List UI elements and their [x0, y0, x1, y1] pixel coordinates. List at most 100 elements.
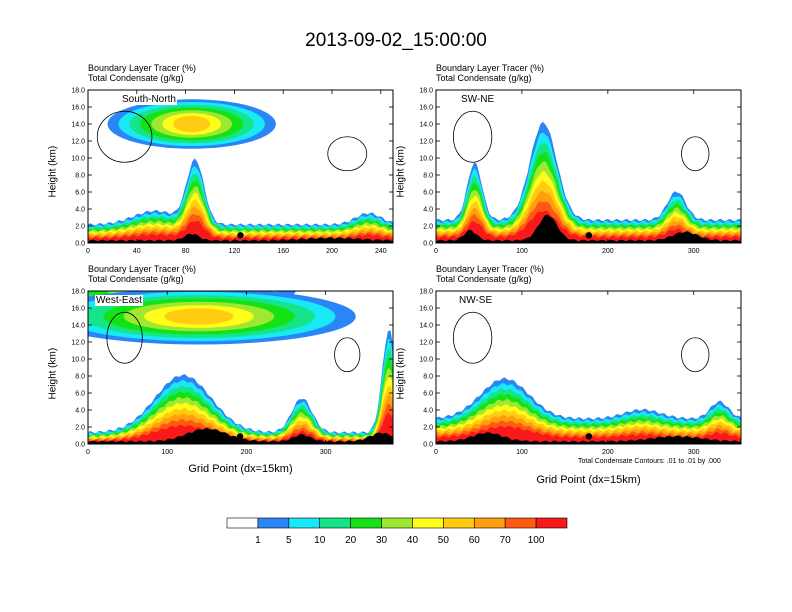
- ytick-label: 14.0: [71, 323, 85, 330]
- xtick-label: 200: [602, 449, 614, 456]
- panel1-chart: 0.0 2.0 4.0 6.0 8.0 10.0 12.0 14.0 16.0 18.0 0 40 80…: [71, 88, 394, 255]
- colorbar-box: [288, 517, 321, 529]
- xtick-label: 300: [320, 449, 332, 456]
- ytick-label: 10.0: [419, 156, 433, 163]
- panel4-subtitle: Boundary Layer Tracer (%) Total Condensa…: [436, 264, 544, 284]
- colorbar-label: 30: [375, 535, 388, 546]
- panel2-label: SW-NE: [460, 94, 496, 105]
- condensate-contour-1: [681, 136, 710, 172]
- ytick-label: 6.0: [423, 391, 433, 398]
- panel3-subtitle-line1: Boundary Layer Tracer (%): [88, 264, 197, 274]
- colorbar-label: 20: [345, 535, 357, 546]
- ytick-label: 14.0: [419, 323, 433, 330]
- ytick-label: 12.0: [419, 139, 433, 146]
- colorbar-box: [473, 517, 506, 529]
- ytick-label: 12.0: [71, 139, 85, 146]
- ytick-label: 18.0: [71, 289, 85, 296]
- colorbar-box: [443, 517, 475, 529]
- tracer-band-9: [436, 210, 741, 243]
- ytick-label: 16.0: [419, 105, 433, 112]
- colorbar-box: [412, 517, 444, 529]
- ytick-label: 8.0: [75, 173, 85, 180]
- contour-note: Total Condensate Contours: .01 to .01 by…: [578, 458, 721, 465]
- xtick-label: 300: [688, 248, 700, 255]
- xtick-label: 300: [688, 449, 700, 456]
- ytick-label: 12.0: [419, 340, 433, 347]
- tracer-band-6: [436, 180, 741, 243]
- tracer-band-9: [88, 412, 393, 444]
- condensate-contour-0: [106, 311, 143, 364]
- panel3-subtitle: Boundary Layer Tracer (%) Total Condensa…: [88, 264, 196, 284]
- panel1-subtitle-line1: Boundary Layer Tracer (%): [88, 63, 197, 73]
- colorbar-box: [319, 517, 351, 529]
- panel2-ylabel: Height (km): [395, 145, 407, 198]
- ytick-label: 2.0: [423, 224, 433, 231]
- xtick-label: 120: [229, 248, 241, 255]
- xtick-label: 0: [434, 449, 438, 456]
- panel3-subtitle-line2: Total Condensate (g/kg): [88, 274, 184, 284]
- condensate-contour-1: [327, 136, 368, 172]
- panel4-chart: 0.0 2.0 4.0 6.0 8.0 10.0 12.0 14.0 16.0 18.0 0 100 2…: [419, 289, 742, 456]
- panel4-xlabel: Grid Point (dx=15km): [536, 474, 641, 486]
- ytick-label: 16.0: [71, 105, 85, 112]
- ytick-label: 4.0: [423, 207, 433, 214]
- panel4-subtitle-line2: Total Condensate (g/kg): [436, 274, 532, 284]
- panel1-subtitle-line2: Total Condensate (g/kg): [88, 73, 184, 83]
- plot-frame: [435, 89, 742, 244]
- xtick-label: 100: [516, 248, 528, 255]
- location-marker: [585, 433, 593, 440]
- ytick-label: 4.0: [423, 408, 433, 415]
- field-layer: [88, 99, 393, 243]
- ytick-label: 0.0: [75, 241, 85, 248]
- ytick-label: 14.0: [419, 122, 433, 129]
- colorbar-label: 10: [314, 535, 326, 546]
- ytick-label: 14.0: [71, 122, 85, 129]
- colorbar-label: 100: [527, 535, 545, 546]
- panel3-xlabel: Grid Point (dx=15km): [188, 463, 293, 475]
- tracer-band-8: [436, 201, 741, 243]
- colorbar-box: [257, 517, 290, 529]
- xtick-label: 200: [241, 449, 253, 456]
- xtick-label: 100: [161, 449, 173, 456]
- ytick-label: 4.0: [75, 408, 85, 415]
- ytick-label: 4.0: [75, 207, 85, 214]
- colorbar: [226, 517, 568, 529]
- colorbar-box: [226, 517, 259, 529]
- colorbar-label: 5: [286, 535, 292, 546]
- ytick-label: 2.0: [423, 425, 433, 432]
- panel3-chart: 0.0 2.0 4.0 6.0 8.0 10.0 12.0 14.0 16.0 18.0 0 100 2…: [71, 289, 394, 456]
- ytick-label: 18.0: [71, 88, 85, 95]
- xtick-label: 0: [86, 449, 90, 456]
- plume-1-7: [164, 308, 234, 325]
- xtick-label: 160: [277, 248, 289, 255]
- ytick-label: 16.0: [71, 306, 85, 313]
- colorbar-box: [504, 517, 537, 529]
- xtick-label: 80: [182, 248, 190, 255]
- xtick-label: 0: [434, 248, 438, 255]
- ytick-label: 12.0: [71, 340, 85, 347]
- panel2-subtitle-line2: Total Condensate (g/kg): [436, 73, 532, 83]
- field-layer: [88, 291, 393, 444]
- panel3-ylabel: Height (km): [47, 347, 59, 400]
- colorbar-box: [350, 517, 382, 529]
- colorbar-label: 70: [499, 535, 511, 546]
- ytick-label: 10.0: [71, 156, 85, 163]
- xtick-label: 100: [516, 449, 528, 456]
- ytick-label: 0.0: [423, 442, 433, 449]
- colorbar-box: [381, 517, 413, 529]
- ytick-label: 8.0: [423, 374, 433, 381]
- xtick-label: 200: [326, 248, 338, 255]
- colorbar-label: 1: [255, 535, 261, 546]
- ytick-label: 10.0: [419, 357, 433, 364]
- panel1-label: South-North: [121, 94, 177, 105]
- tracer-band-7: [436, 191, 741, 243]
- condensate-contour-1: [334, 337, 361, 373]
- ytick-label: 10.0: [71, 357, 85, 364]
- condensate-contour-0: [452, 311, 493, 364]
- plot-frame: [87, 290, 394, 445]
- panel4-label: NW-SE: [458, 295, 494, 306]
- terrain: [436, 214, 741, 243]
- ytick-label: 16.0: [419, 306, 433, 313]
- field-layer: [436, 311, 741, 444]
- location-marker: [237, 232, 244, 239]
